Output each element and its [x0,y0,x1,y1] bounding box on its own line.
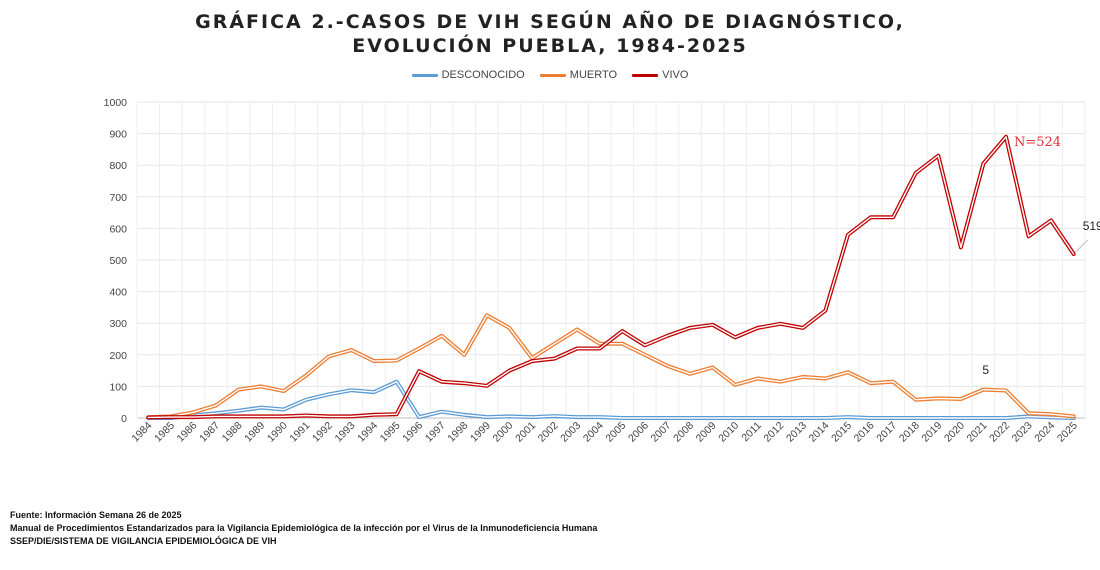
x-tick-label-1996: 1996 [400,420,425,445]
y-tick-label-100: 100 [109,381,127,393]
y-tick-label-1000: 1000 [104,97,128,109]
x-tick-label-1993: 1993 [333,420,358,445]
x-tick-label-1997: 1997 [423,420,448,445]
legend-item-desconocido: DESCONOCIDO [411,69,525,81]
x-tick-label-2004: 2004 [581,420,606,445]
x-tick-label-2018: 2018 [897,420,922,445]
y-tick-label-600: 600 [109,223,127,235]
x-tick-label-1986: 1986 [175,420,200,445]
y-tick-label-300: 300 [109,318,127,330]
x-tick-label-1989: 1989 [242,420,267,445]
x-tick-label-1991: 1991 [287,420,312,445]
chart-footer: Fuente: Información Semana 26 de 2025 Ma… [10,509,597,548]
x-tick-label-2003: 2003 [558,420,583,445]
x-tick-label-1985: 1985 [152,420,177,445]
x-tick-label-2007: 2007 [649,420,674,445]
x-tick-label-2009: 2009 [694,420,719,445]
x-tick-label-2006: 2006 [626,420,651,445]
legend-label-desconocido: DESCONOCIDO [441,69,525,81]
data-label-muerto-2025: 5 [982,363,989,377]
legend-swatch-muerto [539,73,566,77]
chart-title: GRÁFICA 2.-CASOS DE VIH SEGÚN AÑO DE DIA… [0,10,1100,58]
x-tick-label-2022: 2022 [987,420,1012,445]
chart-title-line-1: GRÁFICA 2.-CASOS DE VIH SEGÚN AÑO DE DIA… [195,11,905,33]
legend-item-muerto: MUERTO [539,69,618,81]
legend-swatch-desconocido [411,73,438,77]
x-tick-label-1987: 1987 [197,420,222,445]
legend-item-vivo: VIVO [632,69,688,81]
x-tick-label-2014: 2014 [807,420,832,445]
legend-swatch-vivo [632,73,659,77]
x-tick-label-1994: 1994 [355,420,380,445]
x-tick-label-2021: 2021 [965,420,990,445]
x-tick-label-2019: 2019 [919,420,944,445]
y-tick-label-900: 900 [109,129,127,141]
series-line-core-muerto [147,314,1075,419]
x-tick-label-2013: 2013 [784,420,809,445]
x-tick-label-1984: 1984 [129,420,154,445]
x-tick-label-2015: 2015 [829,420,854,445]
x-tick-label-1992: 1992 [310,420,335,445]
y-tick-label-400: 400 [109,287,127,299]
legend-label-muerto: MUERTO [569,69,618,81]
series-line-core-vivo [147,136,1075,419]
x-tick-label-2002: 2002 [536,420,561,445]
x-tick-label-2005: 2005 [603,420,628,445]
x-tick-label-1988: 1988 [220,420,245,445]
x-tick-label-2008: 2008 [671,420,696,445]
y-tick-label-200: 200 [109,350,127,362]
x-tick-label-2016: 2016 [852,420,877,445]
x-tick-label-2023: 2023 [1010,420,1035,445]
x-tick-label-1995: 1995 [378,420,403,445]
x-tick-label-2001: 2001 [513,420,538,445]
annotation-n-total: N=524 [1014,135,1061,150]
x-tick-label-2024: 2024 [1032,420,1057,445]
x-tick-label-1999: 1999 [468,420,493,445]
y-tick-label-500: 500 [109,255,127,267]
x-tick-label-2020: 2020 [942,420,967,445]
x-tick-label-2017: 2017 [874,420,899,445]
footer-system: SSEP/DIE/SISTEMA DE VIGILANCIA EPIDEMIOL… [10,536,277,546]
x-tick-label-2011: 2011 [739,420,764,445]
x-tick-label-2010: 2010 [716,420,741,445]
x-tick-label-2000: 2000 [491,420,516,445]
chart-title-line-2: EVOLUCIÓN PUEBLA, 1984-2025 [352,35,748,57]
data-label-vivo-2025: 519 [1083,219,1100,233]
annotation-leader-vivo-2025 [1075,239,1089,253]
x-tick-label-1998: 1998 [445,420,470,445]
footer-manual: Manual de Procedimientos Estandarizados … [10,523,598,533]
y-tick-label-800: 800 [109,160,127,172]
footer-source: Fuente: Información Semana 26 de 2025 [10,510,182,520]
y-tick-label-0: 0 [121,413,127,425]
chart-legend: DESCONOCIDO MUERTO VIVO [0,69,1100,81]
x-tick-label-2012: 2012 [761,420,786,445]
series-line-core-desconocido [147,381,1075,419]
y-tick-label-700: 700 [109,192,127,204]
x-tick-label-2025: 2025 [1055,420,1080,445]
x-tick-label-1990: 1990 [265,420,290,445]
legend-label-vivo: VIVO [662,69,689,81]
